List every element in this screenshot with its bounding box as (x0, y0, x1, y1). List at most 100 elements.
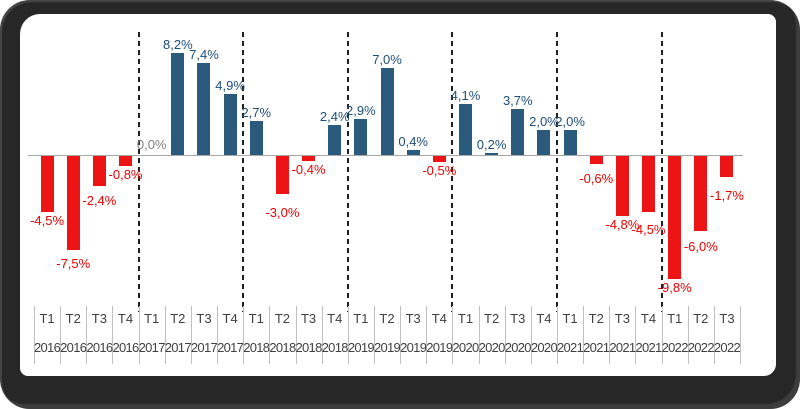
category-separator (687, 306, 689, 364)
year-divider-line (660, 32, 663, 312)
axis-quarter-label: T3 (91, 311, 107, 326)
axis-year-label: 2018 (243, 340, 270, 355)
axis-quarter-label: T4 (117, 311, 134, 326)
bar-value-label: 2,0% (529, 114, 559, 129)
bar-value-label: 8,2% (162, 36, 193, 52)
bar-negative (615, 156, 629, 216)
bar-negative (694, 156, 708, 231)
axis-year-label: 2017 (217, 340, 244, 355)
bar-value-label: -1,7% (709, 188, 744, 204)
axis-quarter-label: T1 (667, 311, 683, 326)
bar-positive (380, 67, 394, 155)
axis-year-label: 2018 (295, 340, 323, 355)
bar-value-label: -7,5% (56, 255, 91, 271)
year-divider-line (451, 32, 454, 312)
bar-value-label: 0,2% (476, 136, 507, 152)
bar-negative (275, 156, 289, 194)
category-separator (609, 306, 611, 364)
axis-quarter-label: T4 (640, 311, 657, 326)
axis-year-label: 2020 (530, 340, 558, 355)
axis-quarter-label: T1 (248, 311, 264, 326)
bar-negative (432, 156, 446, 163)
category-separator (557, 306, 558, 364)
year-divider-line (242, 32, 245, 312)
bar-positive (406, 150, 420, 155)
axis-quarter-label: T2 (379, 311, 395, 326)
bar-value-label: 2,7% (241, 105, 272, 121)
category-separator (269, 306, 271, 364)
axis-year-label: 2021 (609, 340, 636, 355)
category-separator (347, 306, 349, 364)
bar-negative (589, 156, 603, 164)
bar-negative (642, 156, 656, 213)
category-separator (295, 306, 297, 364)
category-separator (530, 306, 532, 364)
bar-value-label: -4,5% (631, 222, 666, 238)
year-divider-line (346, 32, 349, 312)
bar-negative (66, 156, 80, 250)
chart-panel: -4,5% -7,5% -2,4% -0,8% 0,0% 8,2% 7,4% 4,9% 2,7%… (20, 14, 776, 376)
axis-quarter-label: T1 (457, 311, 474, 326)
axis-quarter-label: T3 (196, 311, 212, 326)
bar-value-label: 4,9% (215, 77, 245, 93)
category-separator (661, 306, 663, 364)
zero-axis-line (28, 155, 743, 156)
bar-value-label: 4,1% (450, 87, 481, 103)
bar-positive (328, 125, 342, 155)
bar-negative (40, 156, 54, 213)
axis-year-label: 2022 (713, 340, 741, 355)
bar-negative (668, 156, 682, 279)
quarterly-growth-bar-chart: -4,5% -7,5% -2,4% -0,8% 0,0% 8,2% 7,4% 4,9% 2,7%… (20, 14, 776, 376)
bar-value-label: -0,4% (291, 162, 326, 177)
axis-quarter-label: T1 (562, 311, 578, 326)
bar-value-label: 0,4% (398, 134, 428, 149)
bar-value-label: -0,8% (108, 167, 143, 182)
axis-quarter-label: T3 (614, 311, 630, 326)
axis-year-label: 2019 (400, 340, 427, 355)
axis-year-label: 2020 (452, 340, 479, 355)
bar-value-label: -9,8% (657, 279, 692, 295)
category-separator (478, 306, 480, 364)
axis-quarter-label: T1 (144, 311, 160, 326)
category-separator (86, 306, 88, 364)
bar-negative (92, 156, 106, 186)
bar-value-label: 2,0% (555, 114, 585, 129)
category-separator (583, 306, 585, 364)
category-separator (60, 306, 62, 364)
bar-positive (354, 118, 368, 155)
bar-value-label: -3,0% (265, 204, 300, 220)
category-separator (321, 306, 323, 364)
bar-positive (458, 103, 472, 155)
axis-year-label: 2019 (347, 340, 375, 355)
axis-quarter-label: T4 (536, 311, 552, 326)
axis-quarter-label: T2 (588, 311, 604, 326)
category-separator (504, 306, 506, 364)
axis-quarter-label: T3 (405, 311, 421, 326)
axis-quarter-label: T2 (170, 311, 186, 326)
axis-quarter-label: T2 (693, 311, 709, 326)
bar-value-label: 7,0% (372, 51, 402, 67)
bar-positive (171, 52, 185, 155)
category-separator (217, 306, 219, 364)
axis-year-label: 2017 (164, 340, 192, 355)
year-divider-line (137, 32, 140, 312)
axis-year-label: 2021 (635, 340, 662, 355)
axis-year-label: 2020 (478, 340, 506, 355)
bar-positive (511, 108, 525, 155)
axis-year-label: 2018 (321, 340, 349, 355)
bar-value-label: -2,4% (82, 193, 117, 208)
axis-quarter-label: T3 (510, 311, 526, 326)
year-divider-line (556, 32, 558, 312)
category-separator (452, 306, 454, 364)
bar-negative (302, 156, 316, 161)
bar-positive (485, 152, 499, 155)
bar-value-label: -0,6% (579, 170, 614, 186)
bar-value-label: 2,9% (346, 102, 376, 118)
category-separator (34, 306, 35, 364)
axis-quarter-label: T2 (274, 311, 291, 326)
category-separator (190, 306, 192, 364)
category-separator (164, 306, 166, 364)
axis-year-label: 2016 (112, 340, 139, 355)
axis-quarter-label: T2 (484, 311, 500, 326)
